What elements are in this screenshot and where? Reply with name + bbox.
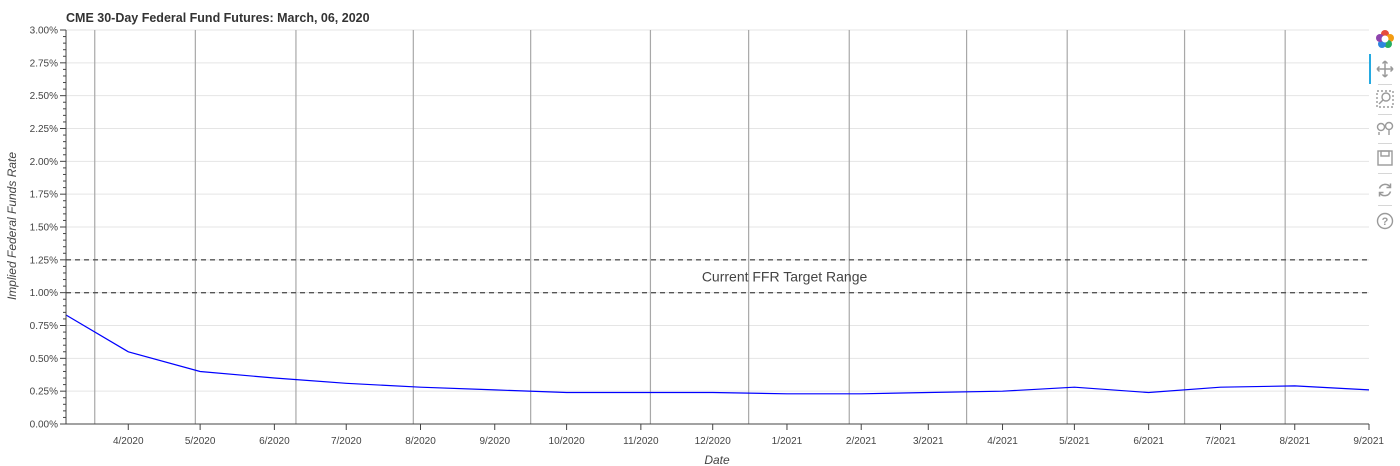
help-icon[interactable]: ? bbox=[1374, 210, 1396, 232]
hover-icon[interactable] bbox=[1374, 117, 1396, 139]
y-tick-label: 2.25% bbox=[30, 124, 58, 135]
x-tick-label: 9/2021 bbox=[1353, 436, 1384, 447]
y-tick-label: 1.25% bbox=[30, 255, 58, 266]
y-axis-label: Implied Federal Funds Rate bbox=[5, 152, 19, 300]
reference-lines bbox=[66, 259, 1369, 294]
x-tick-label: 8/2021 bbox=[1279, 436, 1310, 447]
y-tick-label: 1.00% bbox=[30, 288, 58, 299]
y-tick-label: 1.50% bbox=[30, 223, 58, 234]
annotation-label: Current FFR Target Range bbox=[702, 268, 868, 284]
y-tick-label: 0.25% bbox=[30, 387, 58, 398]
vertical-event-lines bbox=[94, 30, 1286, 424]
x-tick-label: 10/2020 bbox=[549, 436, 586, 447]
x-tick-label: 11/2020 bbox=[623, 436, 659, 447]
x-tick-label: 5/2020 bbox=[185, 436, 216, 447]
reset-icon[interactable] bbox=[1374, 179, 1396, 201]
y-tick-label: 2.00% bbox=[30, 157, 58, 168]
series-line bbox=[65, 314, 1370, 395]
x-tick-label: 6/2020 bbox=[259, 436, 290, 447]
save-icon[interactable] bbox=[1374, 147, 1396, 169]
x-tick-label: 2/2021 bbox=[846, 436, 877, 447]
y-tick-label: 2.75% bbox=[30, 58, 58, 69]
x-tick-label: 9/2020 bbox=[479, 436, 510, 447]
y-tick-label: 1.75% bbox=[30, 190, 58, 201]
chart-title: CME 30-Day Federal Fund Futures: March, … bbox=[66, 11, 370, 25]
x-tick-label: 4/2021 bbox=[987, 436, 1018, 447]
x-tick-label: 6/2021 bbox=[1133, 436, 1164, 447]
x-tick-label: 1/2021 bbox=[772, 436, 803, 447]
x-tick-label: 8/2020 bbox=[405, 436, 436, 447]
active-tool-indicator bbox=[1369, 54, 1371, 84]
y-tick-label: 0.00% bbox=[30, 420, 58, 431]
y-tick-label: 2.50% bbox=[30, 91, 58, 102]
svg-text:?: ? bbox=[1382, 216, 1389, 228]
x-tick-label: 12/2020 bbox=[695, 436, 732, 447]
y-tick-label: 3.00% bbox=[30, 26, 58, 37]
annotations: Current FFR Target Range bbox=[702, 268, 868, 284]
x-tick-label: 4/2020 bbox=[113, 436, 144, 447]
x-tick-label: 5/2021 bbox=[1059, 436, 1090, 447]
series-group bbox=[65, 314, 1370, 395]
pan-icon[interactable] bbox=[1374, 58, 1396, 80]
chart-toolbar: ? bbox=[1368, 26, 1400, 236]
y-tick-label: 0.50% bbox=[30, 354, 58, 365]
y-gridlines bbox=[66, 29, 1369, 392]
x-tick-label: 7/2021 bbox=[1205, 436, 1236, 447]
bokeh-logo[interactable] bbox=[1374, 28, 1396, 50]
axes: 0.00% 0.25% 0.50% 0.75% 1.00% 1.25% 1.50% 1.75%… bbox=[30, 26, 1385, 448]
box-zoom-icon[interactable] bbox=[1374, 88, 1396, 110]
x-axis-label: Date bbox=[704, 453, 730, 466]
x-tick-label: 7/2020 bbox=[331, 436, 362, 447]
x-tick-label: 3/2021 bbox=[913, 436, 944, 447]
y-tick-label: 0.75% bbox=[30, 321, 58, 332]
